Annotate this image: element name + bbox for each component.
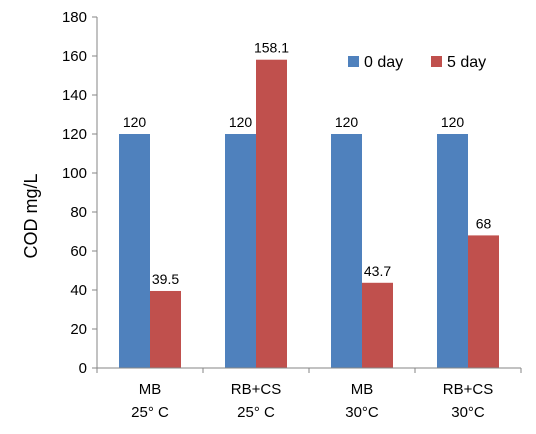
legend: 0 day 5 day	[348, 54, 486, 71]
data-label: 120	[229, 114, 253, 130]
bar	[362, 283, 393, 368]
x-category-label: MB	[351, 381, 374, 398]
y-tick-label: 80	[70, 204, 87, 221]
y-tick-label: 40	[70, 282, 87, 299]
data-label: 39.5	[152, 271, 179, 287]
x-axis: MB 25° C RB+CS 25° C MB 30°C RB+CS 30°C	[97, 368, 521, 421]
x-category-label: 25° C	[131, 404, 169, 421]
y-tick-label: 60	[70, 243, 87, 260]
y-tick-label: 160	[62, 48, 87, 65]
data-label: 68	[476, 215, 492, 231]
data-label: 43.7	[364, 263, 391, 279]
data-label: 120	[335, 114, 359, 130]
legend-swatch	[348, 56, 359, 67]
y-tick-label: 20	[70, 321, 87, 338]
bar	[225, 134, 256, 368]
y-tick-label: 180	[62, 9, 87, 26]
x-category-label: RB+CS	[231, 381, 281, 398]
x-category-label: 25° C	[237, 404, 275, 421]
y-tick-label: 100	[62, 165, 87, 182]
y-tick-label: 140	[62, 87, 87, 104]
bar	[331, 134, 362, 368]
bar	[119, 134, 150, 368]
x-category-label: RB+CS	[443, 381, 493, 398]
legend-swatch	[431, 56, 442, 67]
x-category-label: 30°C	[451, 404, 485, 421]
y-axis-title: COD mg/L	[21, 173, 41, 258]
bars	[119, 60, 499, 368]
legend-label: 5 day	[447, 54, 486, 71]
y-tick-label: 0	[79, 360, 87, 377]
data-label: 158.1	[254, 40, 289, 56]
bar	[256, 60, 287, 368]
data-labels: 120 39.5 120 158.1 120 43.7 120 68	[123, 40, 492, 287]
data-label: 120	[123, 114, 147, 130]
x-category-label: MB	[139, 381, 162, 398]
y-tick-label: 120	[62, 126, 87, 143]
y-axis: 0 20 40 60 80 100 120 140 160 180	[62, 9, 97, 377]
bar	[437, 134, 468, 368]
data-label: 120	[441, 114, 465, 130]
x-category-label: 30°C	[345, 404, 379, 421]
bar	[468, 235, 499, 368]
legend-label: 0 day	[364, 54, 403, 71]
bar	[150, 291, 181, 368]
